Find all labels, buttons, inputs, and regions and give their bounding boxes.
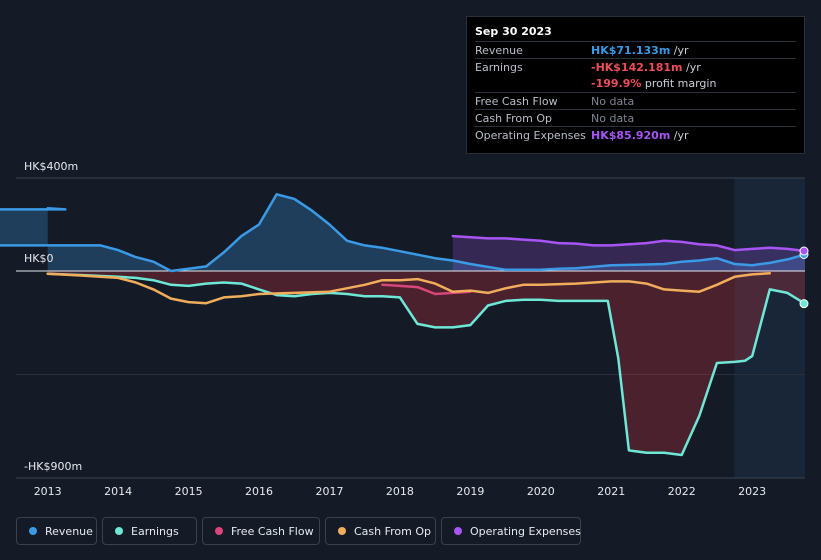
revenue-area	[0, 194, 805, 271]
tooltip-row-margin: -199.9% profit margin	[475, 75, 796, 92]
tooltip-row-name: Operating Expenses	[475, 129, 586, 142]
tooltip-unit: profit margin	[644, 77, 717, 90]
x-tick-label-2019: 2019	[456, 485, 484, 498]
y-tick-label-top: HK$400m	[24, 160, 78, 173]
legend-label: Operating Expenses	[470, 525, 581, 538]
legend-item-revenue[interactable]: Revenue	[16, 517, 97, 545]
x-tick-label-2015: 2015	[175, 485, 203, 498]
operating-expenses-area	[452, 236, 805, 271]
operating-expenses-line	[451, 234, 807, 253]
earnings-endpoint	[799, 299, 809, 309]
legend-dot-icon	[115, 527, 123, 535]
x-tick-label-2022: 2022	[668, 485, 696, 498]
legend-label: Revenue	[45, 525, 93, 538]
x-tick-label-2023: 2023	[738, 485, 766, 498]
x-tick-label-2018: 2018	[386, 485, 414, 498]
tooltip-fcf-value: No data	[591, 95, 635, 108]
legend-label: Cash From Op	[354, 525, 432, 538]
y-tick-label-bottom: -HK$900m	[24, 460, 82, 473]
legend-dot-icon	[454, 527, 462, 535]
tooltip-row-value: -199.9% profit margin	[591, 77, 716, 90]
tooltip-row-name: Cash From Op	[475, 112, 553, 125]
x-tick-label-2021: 2021	[597, 485, 625, 498]
tooltip-row-value: HK$71.133m /yr	[591, 44, 689, 57]
legend-dot-icon	[29, 527, 37, 535]
tooltip-row-name: Free Cash Flow	[475, 95, 558, 108]
revenue-line	[0, 193, 807, 273]
tooltip-row-revenue: Revenue HK$71.133m /yr	[475, 41, 796, 59]
tooltip-row-cfo: Cash From Op No data	[475, 109, 796, 127]
earnings-area	[47, 271, 805, 455]
tooltip-revenue-value: HK$71.133m	[591, 44, 671, 57]
legend-item-operating-expenses[interactable]: Operating Expenses	[441, 517, 581, 545]
tooltip-unit: /yr	[673, 129, 689, 142]
tooltip-row-name: Earnings	[475, 61, 523, 74]
legend-dot-icon	[338, 527, 346, 535]
data-tooltip: Sep 30 2023 Revenue HK$71.133m /yr Earni…	[466, 16, 805, 154]
tooltip-row-value: HK$85.920m /yr	[591, 129, 689, 142]
x-tick-label-2013: 2013	[34, 485, 62, 498]
tooltip-row-value: -HK$142.181m /yr	[591, 61, 701, 74]
earnings-line	[46, 272, 807, 457]
tooltip-earnings-value: -HK$142.181m	[591, 61, 683, 74]
x-tick-label-2016: 2016	[245, 485, 273, 498]
legend-item-earnings[interactable]: Earnings	[102, 517, 197, 545]
x-tick-label-2014: 2014	[104, 485, 132, 498]
legend-item-free-cash-flow[interactable]: Free Cash Flow	[202, 517, 320, 545]
legend-label: Free Cash Flow	[231, 525, 314, 538]
cash-from-op-line	[46, 272, 772, 305]
x-tick-label-2020: 2020	[527, 485, 555, 498]
tooltip-row-name: Revenue	[475, 44, 523, 57]
future-highlight-band	[734, 178, 805, 478]
tooltip-opex-value: HK$85.920m	[591, 129, 671, 142]
tooltip-unit: /yr	[673, 44, 689, 57]
legend-dot-icon	[215, 527, 223, 535]
tooltip-row-earnings: Earnings -HK$142.181m /yr	[475, 58, 796, 76]
legend-label: Earnings	[131, 525, 179, 538]
tooltip-row-opex: Operating Expenses HK$85.920m /yr	[475, 126, 796, 144]
tooltip-unit: /yr	[686, 61, 701, 74]
operating-expenses-endpoint	[799, 246, 809, 256]
y-tick-label-zero: HK$0	[24, 252, 53, 265]
tooltip-margin-value: -199.9%	[591, 77, 642, 90]
x-tick-label-2017: 2017	[315, 485, 343, 498]
tooltip-row-fcf: Free Cash Flow No data	[475, 92, 796, 110]
tooltip-cfo-value: No data	[591, 112, 635, 125]
legend-item-cash-from-op[interactable]: Cash From Op	[325, 517, 436, 545]
tooltip-date: Sep 30 2023	[475, 25, 552, 38]
